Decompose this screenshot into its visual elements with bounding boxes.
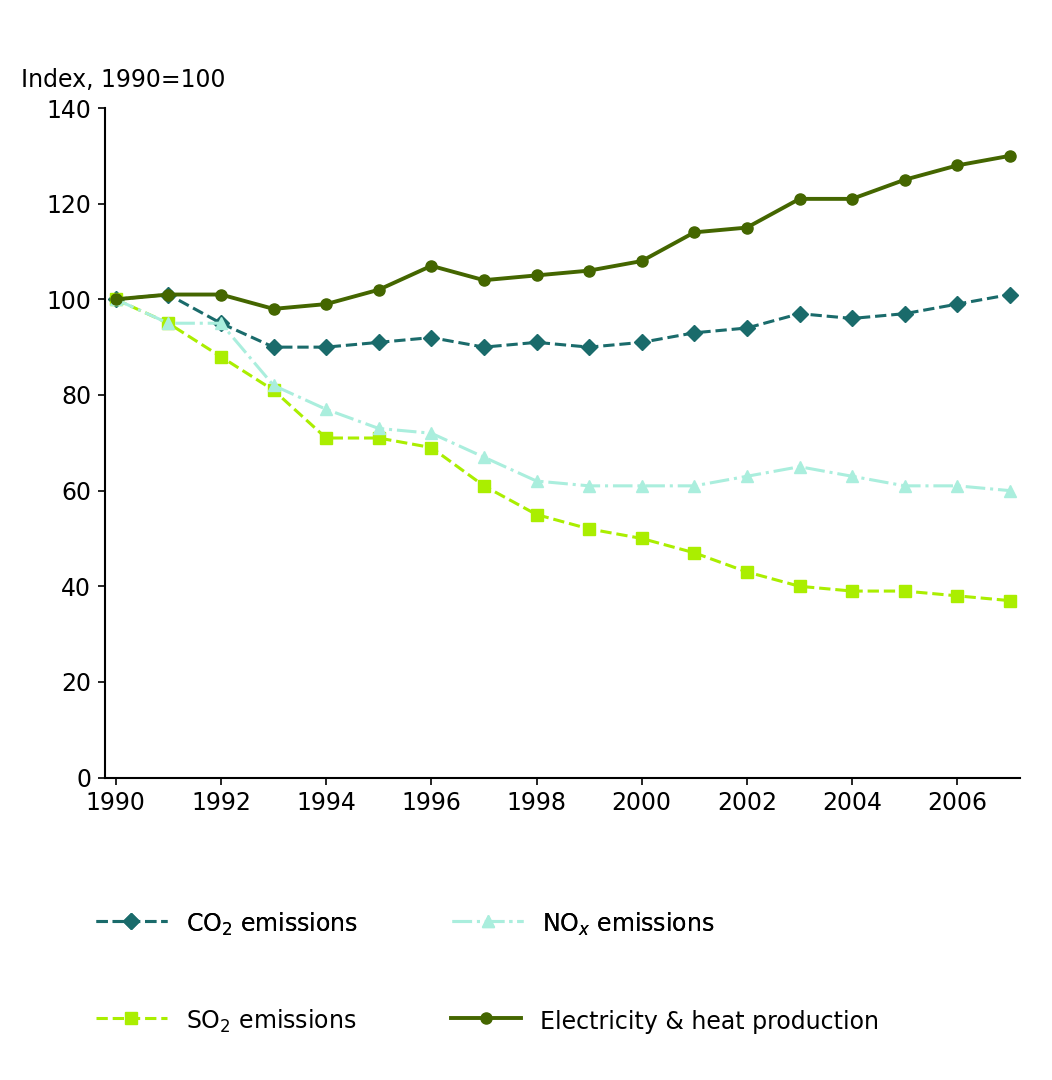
Text: Index, 1990=100: Index, 1990=100: [21, 68, 225, 92]
Legend: CO$_2$ emissions, NO$_x$ emissions: CO$_2$ emissions, NO$_x$ emissions: [96, 909, 714, 939]
Legend: SO$_2$ emissions, Electricity & heat production: SO$_2$ emissions, Electricity & heat pro…: [96, 1007, 879, 1036]
